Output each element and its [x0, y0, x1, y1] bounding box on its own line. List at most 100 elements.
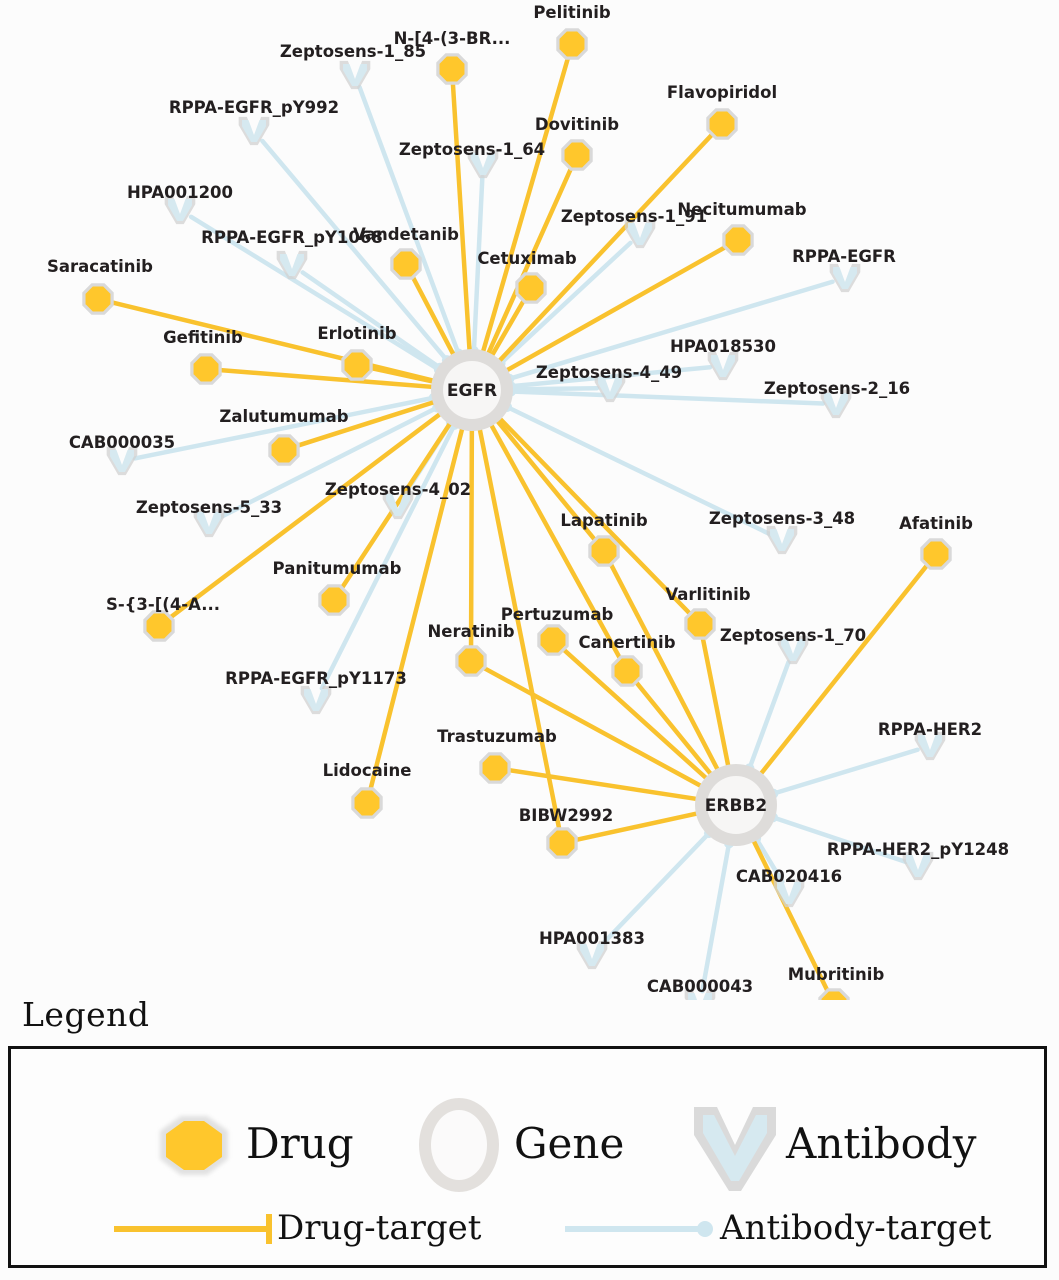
- drug-node[interactable]: [268, 434, 300, 466]
- drug-node[interactable]: [706, 108, 738, 140]
- drug-node[interactable]: [561, 139, 593, 171]
- antibody-node[interactable]: [594, 373, 626, 403]
- edge: [188, 214, 442, 372]
- edge: [218, 405, 440, 520]
- edge: [108, 299, 437, 384]
- antibody-node[interactable]: [777, 635, 809, 665]
- edge: [450, 79, 472, 354]
- antibody-node[interactable]: [820, 389, 852, 419]
- edge: [607, 560, 721, 773]
- labels-layer: Zeptosens-1_85 RPPA-EGFR_pY992 HPA001200 Ze…: [47, 3, 1009, 996]
- edge: [294, 399, 438, 449]
- antibody-node-label: Zeptosens-1_91: [561, 207, 707, 226]
- antibody-node-label: RPPA-HER2: [878, 720, 982, 739]
- antibody-node[interactable]: [902, 851, 934, 881]
- antibody-node[interactable]: [766, 525, 798, 555]
- antibody-node[interactable]: [624, 219, 656, 249]
- edge: [507, 279, 835, 382]
- drug-node-label: N-[4-(3-BR...: [394, 29, 511, 48]
- drug-node-label: Flavopiridol: [667, 83, 777, 102]
- drug-node[interactable]: [143, 610, 175, 642]
- antibody-node[interactable]: [238, 116, 270, 146]
- edge: [504, 404, 773, 537]
- gene-node-label: ERBB2: [705, 796, 767, 816]
- nodes-layer: [82, 28, 952, 1000]
- legend-drug-target-label: Drug-target: [277, 1208, 482, 1248]
- drug-node[interactable]: [479, 752, 511, 784]
- antibody-node-label: CAB020416: [736, 867, 842, 886]
- edges-layer: [108, 54, 931, 995]
- edge: [319, 422, 457, 691]
- edge: [216, 367, 436, 390]
- edge: [260, 138, 450, 363]
- edge: [300, 270, 443, 371]
- edge: [700, 841, 732, 994]
- drug-node[interactable]: [190, 353, 222, 385]
- edge: [498, 240, 633, 366]
- drug-node-label: Cetuximab: [477, 249, 577, 268]
- drug-node[interactable]: [436, 53, 468, 85]
- drug-node[interactable]: [82, 283, 114, 315]
- drug-node-label: Erlotinib: [317, 324, 396, 343]
- drug-node-label: Dovitinib: [535, 115, 619, 134]
- gene-node[interactable]: [695, 764, 777, 846]
- legend-gene-icon: [419, 1098, 499, 1192]
- antibody-node[interactable]: [193, 508, 225, 538]
- legend-title: Legend: [22, 995, 150, 1034]
- antibody-node[interactable]: [684, 989, 716, 1000]
- drug-node[interactable]: [515, 272, 547, 304]
- drug-node[interactable]: [920, 538, 952, 570]
- antibody-node[interactable]: [707, 351, 739, 381]
- antibody-node[interactable]: [106, 446, 138, 476]
- drug-node[interactable]: [341, 349, 373, 381]
- antibody-node-label: Zeptosens-5_33: [136, 498, 282, 517]
- edge: [409, 273, 457, 358]
- edge: [753, 836, 785, 885]
- antibody-node[interactable]: [576, 940, 608, 970]
- antibody-node-label: RPPA-HER2_pY1248: [827, 840, 1009, 859]
- drug-node[interactable]: [556, 28, 588, 60]
- legend-canvas: Drug Gene Antibody Drug-target: [114, 1098, 992, 1248]
- drug-node[interactable]: [611, 655, 643, 687]
- edge: [367, 365, 437, 384]
- drug-node[interactable]: [537, 624, 569, 656]
- edge: [758, 561, 931, 777]
- edge: [468, 426, 475, 651]
- antibody-node[interactable]: [382, 490, 414, 520]
- antibody-node[interactable]: [914, 731, 946, 761]
- antibody-node[interactable]: [339, 60, 371, 90]
- edge: [771, 747, 920, 796]
- antibody-node-label: RPPA-EGFR_pY992: [169, 98, 339, 117]
- drug-node[interactable]: [722, 224, 754, 256]
- drug-node[interactable]: [455, 645, 487, 677]
- gene-node[interactable]: [431, 349, 513, 431]
- antibody-node[interactable]: [467, 149, 499, 179]
- drug-node[interactable]: [546, 827, 578, 859]
- drug-node-label: Trastuzumab: [437, 727, 557, 746]
- antibody-node[interactable]: [300, 685, 332, 715]
- antibody-node[interactable]: [276, 250, 308, 280]
- antibody-node[interactable]: [829, 263, 861, 293]
- legend-antibody-icon: [694, 1107, 776, 1191]
- drug-node[interactable]: [684, 608, 716, 640]
- antibody-node-label: HPA001383: [539, 929, 645, 948]
- drug-node[interactable]: [351, 787, 383, 819]
- antibody-node-label: HPA001200: [127, 183, 233, 202]
- drug-node[interactable]: [318, 584, 350, 616]
- edge: [770, 815, 908, 865]
- drug-node[interactable]: [588, 535, 620, 567]
- network-canvas: Zeptosens-1_85 RPPA-EGFR_pY992 HPA001200 Ze…: [47, 3, 1009, 1000]
- legend-drug-target-edge: [114, 1214, 272, 1244]
- drug-node-label: Saracatinib: [47, 257, 153, 276]
- drug-node-label: Gefitinib: [163, 328, 243, 347]
- drug-node-label: Neratinib: [427, 622, 514, 641]
- antibody-node[interactable]: [773, 878, 805, 908]
- legend-box: Drug Gene Antibody Drug-target: [8, 1046, 1047, 1268]
- edge: [508, 364, 713, 389]
- antibody-node[interactable]: [164, 195, 196, 225]
- drug-node[interactable]: [818, 988, 850, 1000]
- drug-node-label: Zalutumumab: [219, 407, 348, 426]
- edge: [508, 389, 826, 406]
- drug-node[interactable]: [390, 248, 422, 280]
